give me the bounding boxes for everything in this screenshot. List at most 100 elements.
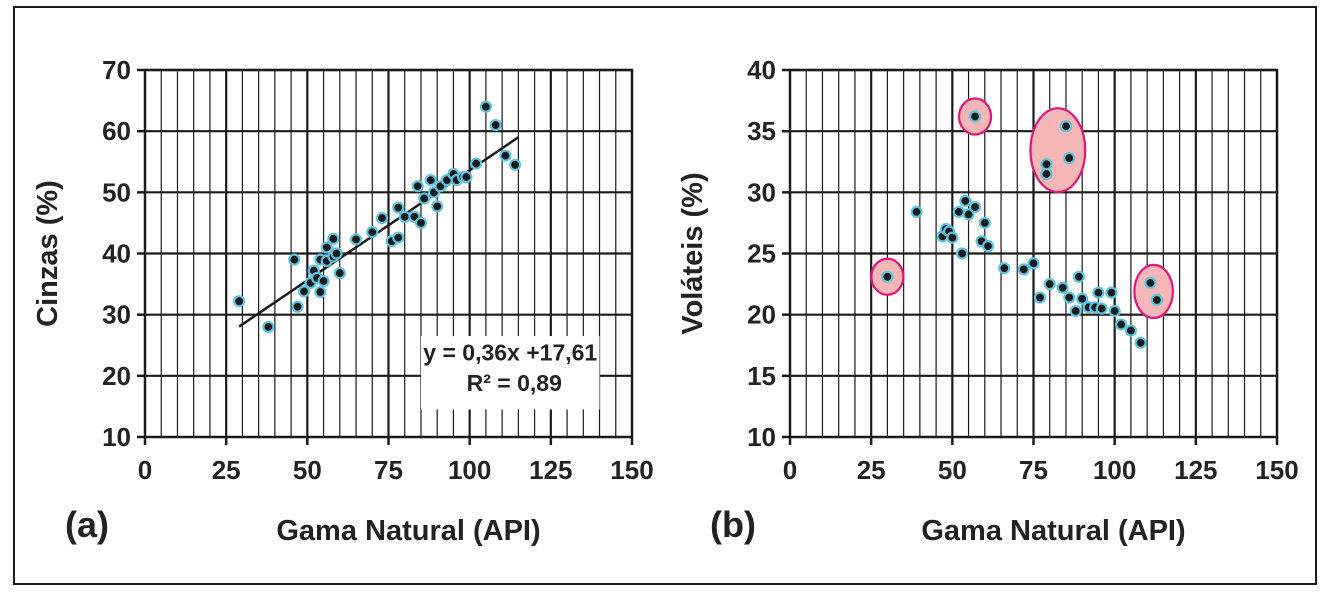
- y-tick-label: 30: [102, 300, 131, 330]
- y-tick-label: 60: [102, 116, 131, 146]
- y-tick-label: 35: [747, 116, 776, 146]
- data-point: [392, 201, 405, 214]
- data-point: [1144, 276, 1157, 289]
- data-point: [1063, 151, 1076, 165]
- data-point: [375, 211, 389, 225]
- data-point: [392, 231, 405, 244]
- data-point: [1115, 318, 1128, 331]
- y-tick-label: 30: [747, 177, 776, 207]
- data-point: [489, 118, 502, 132]
- data-point: [952, 205, 965, 219]
- panel-a-x-tick-labels: 0 25 50 75 100 125 150: [138, 455, 654, 485]
- panel-a-points: [233, 100, 522, 333]
- data-point: [233, 295, 246, 308]
- x-tick-label: 25: [857, 455, 886, 485]
- y-tick-label: 40: [747, 55, 776, 85]
- x-tick-label: 50: [293, 455, 322, 485]
- data-point: [1069, 304, 1082, 318]
- data-point: [1134, 336, 1147, 349]
- data-point: [1027, 257, 1040, 270]
- x-tick-label: 150: [1255, 455, 1298, 485]
- data-point: [320, 241, 333, 254]
- y-tick-label: 15: [747, 361, 776, 391]
- panel-b-x-axis-label: Gama Natural (API): [921, 515, 1185, 547]
- y-tick-label: 20: [747, 300, 776, 330]
- highlight-ellipse: [1133, 263, 1174, 320]
- figure-frame: 10 20 30 40 50 60 70 0 25 50 75 100 125 150 y = 0,36…: [13, 6, 1317, 585]
- data-point: [499, 149, 512, 162]
- data-point: [1095, 302, 1108, 315]
- data-point: [317, 274, 330, 288]
- data-point: [333, 266, 346, 280]
- x-tick-label: 75: [1019, 455, 1048, 485]
- panel-a-equation: y = 0,36x +17,61: [423, 340, 597, 366]
- data-point: [262, 320, 275, 333]
- data-point: [881, 270, 894, 283]
- data-point: [978, 216, 991, 230]
- data-point: [314, 285, 327, 299]
- data-point: [470, 157, 483, 170]
- panel-b-points: [881, 110, 1163, 349]
- data-point: [418, 192, 431, 205]
- data-point: [981, 240, 995, 253]
- panel-b-gridlines: [790, 68, 1277, 437]
- panel-a-y-axis-label: Cinzas (%): [32, 180, 64, 327]
- data-point: [1108, 304, 1121, 318]
- panel-b-x-tick-labels: 0 25 50 75 100 125 150: [783, 455, 1299, 485]
- panel-a-equation-box: [420, 336, 600, 410]
- x-tick-label: 125: [529, 455, 572, 485]
- data-point: [1033, 291, 1047, 304]
- data-point: [297, 285, 311, 298]
- panel-a-axes: [137, 68, 634, 445]
- panel-a-trendline: [238, 136, 520, 328]
- panel-a-y-tick-labels: 10 20 30 40 50 60 70: [102, 55, 131, 452]
- y-tick-label: 20: [102, 361, 131, 391]
- panel-b-label: (b): [710, 504, 756, 545]
- data-point: [1040, 158, 1053, 171]
- data-point: [349, 233, 363, 246]
- data-point: [946, 231, 959, 244]
- data-point: [968, 110, 982, 123]
- data-point: [1072, 270, 1086, 283]
- data-point: [998, 262, 1011, 275]
- data-point: [411, 180, 424, 193]
- x-tick-label: 150: [610, 455, 653, 485]
- data-point: [959, 194, 972, 207]
- data-point: [414, 216, 428, 230]
- y-tick-label: 70: [102, 55, 131, 85]
- x-tick-label: 100: [448, 455, 491, 485]
- data-point: [1124, 324, 1138, 337]
- y-tick-label: 50: [102, 177, 131, 207]
- x-tick-label: 75: [374, 455, 403, 485]
- data-point: [962, 208, 975, 221]
- data-point: [479, 100, 492, 113]
- data-point: [1150, 293, 1163, 307]
- data-point: [1017, 263, 1030, 276]
- data-point: [1092, 286, 1105, 299]
- data-point: [1043, 277, 1056, 291]
- data-point: [1056, 281, 1069, 294]
- data-point: [330, 247, 343, 260]
- highlight-ellipse: [1029, 107, 1087, 194]
- panel-a: 10 20 30 40 50 60 70 0 25 50 75 100 125 150 y = 0,36…: [32, 55, 654, 547]
- data-point: [366, 225, 379, 239]
- panel-a-x-axis-label: Gama Natural (API): [276, 515, 540, 547]
- x-tick-label: 0: [783, 455, 797, 485]
- panel-a-label: (a): [65, 504, 109, 545]
- x-tick-label: 100: [1093, 455, 1136, 485]
- panel-b: 10 15 20 25 30 35 40 0 25 50 75 100 125 150 Voláteis…: [677, 55, 1299, 547]
- data-point: [327, 232, 340, 245]
- data-point: [460, 170, 473, 184]
- data-point: [509, 158, 522, 171]
- panel-b-axes: [782, 68, 1279, 445]
- data-point: [424, 174, 437, 187]
- data-point: [431, 200, 444, 213]
- data-point: [955, 247, 969, 260]
- data-point: [1076, 292, 1089, 305]
- x-tick-label: 50: [938, 455, 967, 485]
- y-tick-label: 40: [102, 239, 131, 269]
- x-tick-label: 125: [1174, 455, 1217, 485]
- y-tick-label: 10: [102, 422, 131, 452]
- x-tick-label: 0: [138, 455, 152, 485]
